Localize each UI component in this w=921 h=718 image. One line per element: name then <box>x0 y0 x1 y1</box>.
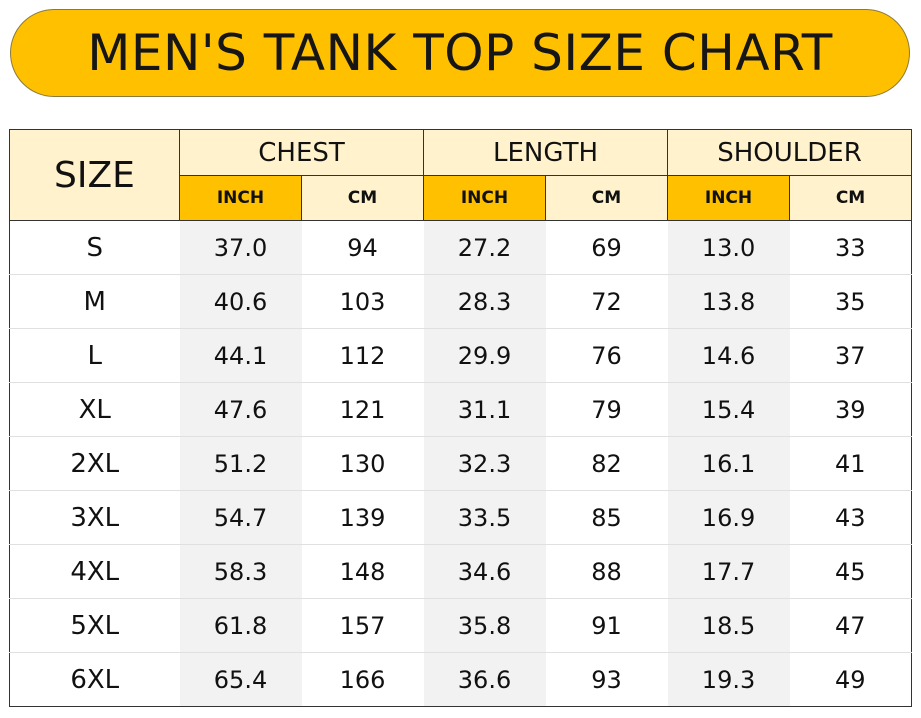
table-row: 5XL 61.8 157 35.8 91 18.5 47 <box>9 598 912 653</box>
chest-cm-cell: 94 <box>301 220 424 275</box>
table-row: L 44.1 112 29.9 76 14.6 37 <box>9 328 912 383</box>
length-inch-cell: 36.6 <box>423 652 546 707</box>
length-inch-cell: 31.1 <box>423 382 546 437</box>
size-cell: L <box>9 328 180 383</box>
shoulder-inch-cell: 19.3 <box>667 652 790 707</box>
shoulder-inch-cell: 15.4 <box>667 382 790 437</box>
title-banner: MEN'S TANK TOP SIZE CHART <box>10 9 910 97</box>
shoulder-inch-cell: 17.7 <box>667 544 790 599</box>
chest-inch-cell: 40.6 <box>179 274 302 329</box>
table-row: 6XL 65.4 166 36.6 93 19.3 49 <box>9 652 912 707</box>
length-cm-cell: 88 <box>545 544 668 599</box>
chest-inch-cell: 47.6 <box>179 382 302 437</box>
header-length: LENGTH <box>422 129 669 176</box>
length-inch-cell: 32.3 <box>423 436 546 491</box>
chest-inch-cell: 58.3 <box>179 544 302 599</box>
size-cell: 2XL <box>9 436 180 491</box>
shoulder-inch-cell: 16.1 <box>667 436 790 491</box>
chest-cm-cell: 166 <box>301 652 424 707</box>
size-cell: XL <box>9 382 180 437</box>
shoulder-inch-cell: 13.8 <box>667 274 790 329</box>
chest-inch-cell: 44.1 <box>179 328 302 383</box>
length-inch-cell: 33.5 <box>423 490 546 545</box>
header-chest-inch: INCH <box>179 175 302 221</box>
header-row-units: INCH CM INCH CM INCH CM <box>10 175 913 221</box>
header-length-inch: INCH <box>423 175 546 221</box>
length-inch-cell: 28.3 <box>423 274 546 329</box>
size-cell: M <box>9 274 180 329</box>
shoulder-cm-cell: 47 <box>789 598 912 653</box>
length-cm-cell: 82 <box>545 436 668 491</box>
length-inch-cell: 27.2 <box>423 220 546 275</box>
size-cell: S <box>9 220 180 275</box>
shoulder-inch-cell: 13.0 <box>667 220 790 275</box>
chest-cm-cell: 121 <box>301 382 424 437</box>
page-title: MEN'S TANK TOP SIZE CHART <box>87 24 833 82</box>
length-inch-cell: 29.9 <box>423 328 546 383</box>
length-cm-cell: 91 <box>545 598 668 653</box>
shoulder-inch-cell: 16.9 <box>667 490 790 545</box>
length-cm-cell: 76 <box>545 328 668 383</box>
header-chest-cm: CM <box>301 175 424 221</box>
header-shoulder-cm: CM <box>789 175 913 221</box>
header-shoulder: SHOULDER <box>667 129 913 176</box>
chest-inch-cell: 37.0 <box>179 220 302 275</box>
shoulder-inch-cell: 18.5 <box>667 598 790 653</box>
table-row: 4XL 58.3 148 34.6 88 17.7 45 <box>9 544 912 599</box>
length-cm-cell: 85 <box>545 490 668 545</box>
table-row: 3XL 54.7 139 33.5 85 16.9 43 <box>9 490 912 545</box>
length-cm-cell: 72 <box>545 274 668 329</box>
header-length-cm: CM <box>544 175 669 221</box>
table-row: XL 47.6 121 31.1 79 15.4 39 <box>9 382 912 437</box>
header-chest: CHEST <box>179 129 424 176</box>
shoulder-cm-cell: 45 <box>789 544 912 599</box>
shoulder-cm-cell: 39 <box>789 382 912 437</box>
shoulder-cm-cell: 35 <box>789 274 912 329</box>
shoulder-cm-cell: 49 <box>789 652 912 707</box>
size-cell: 4XL <box>9 544 180 599</box>
header-row-groups: SIZE CHEST LENGTH SHOULDER <box>9 129 913 221</box>
size-cell: 6XL <box>9 652 180 707</box>
chest-cm-cell: 103 <box>301 274 424 329</box>
chest-cm-cell: 139 <box>301 490 424 545</box>
chest-inch-cell: 61.8 <box>179 598 302 653</box>
chest-cm-cell: 130 <box>301 436 424 491</box>
length-inch-cell: 35.8 <box>423 598 546 653</box>
chest-inch-cell: 65.4 <box>179 652 302 707</box>
header-size: SIZE <box>9 129 180 221</box>
table-row: S 37.0 94 27.2 69 13.0 33 <box>9 220 912 275</box>
chest-inch-cell: 54.7 <box>179 490 302 545</box>
size-cell: 5XL <box>9 598 180 653</box>
shoulder-cm-cell: 41 <box>789 436 912 491</box>
chest-cm-cell: 148 <box>301 544 424 599</box>
size-chart-table: SIZE CHEST LENGTH SHOULDER INCH CM INCH … <box>9 129 913 707</box>
shoulder-cm-cell: 43 <box>789 490 912 545</box>
shoulder-inch-cell: 14.6 <box>667 328 790 383</box>
length-cm-cell: 79 <box>545 382 668 437</box>
shoulder-cm-cell: 37 <box>789 328 912 383</box>
length-cm-cell: 69 <box>545 220 668 275</box>
table-row: M 40.6 103 28.3 72 13.8 35 <box>9 274 912 329</box>
chest-inch-cell: 51.2 <box>179 436 302 491</box>
shoulder-cm-cell: 33 <box>789 220 912 275</box>
chest-cm-cell: 157 <box>301 598 424 653</box>
length-inch-cell: 34.6 <box>423 544 546 599</box>
table-row: 2XL 51.2 130 32.3 82 16.1 41 <box>9 436 912 491</box>
header-shoulder-inch: INCH <box>667 175 791 221</box>
table-body: S 37.0 94 27.2 69 13.0 33 M 40.6 103 28.3 72 13.8 35 L… <box>9 220 912 707</box>
size-cell: 3XL <box>9 490 180 545</box>
chest-cm-cell: 112 <box>301 328 424 383</box>
length-cm-cell: 93 <box>545 652 668 707</box>
